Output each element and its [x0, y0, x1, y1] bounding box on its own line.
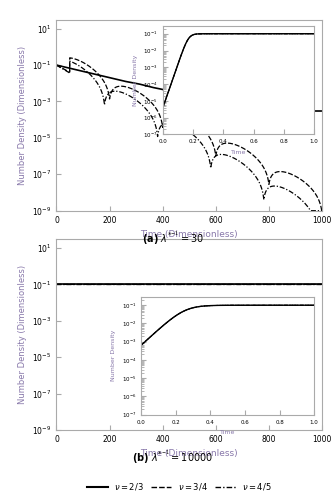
$\nu = 3/4$ — [54, 282, 58, 288]
Legend: $\nu = 2/3$, $\nu = 3/4$, $\nu = 4/5$: $\nu = 2/3$, $\nu = 3/4$, $\nu = 4/5$ — [83, 478, 275, 496]
$\nu = 2/3$ — [54, 281, 58, 287]
$\nu = 4/5$ — [266, 186, 270, 192]
$\nu = 3/4$ — [266, 174, 270, 180]
$\nu = 4/5$ — [266, 282, 270, 288]
$\nu = 2/3$ — [223, 281, 227, 287]
$\nu = 4/5$ — [211, 282, 215, 288]
$\nu = 3/4$ — [320, 208, 324, 214]
$\nu = 2/3$ — [68, 66, 72, 71]
$\nu = 4/5$ — [68, 58, 72, 64]
Y-axis label: Number Density (Dimensionless): Number Density (Dimensionless) — [18, 265, 27, 404]
$\nu = 4/5$ — [68, 58, 72, 64]
$\nu = 2/3$ — [151, 281, 155, 287]
$\nu = 3/4$ — [151, 282, 155, 288]
$\nu = 2/3$ — [151, 84, 155, 90]
$\nu = 2/3$ — [266, 281, 270, 287]
$\nu = 3/4$ — [223, 282, 227, 288]
Line: $\nu = 3/4$: $\nu = 3/4$ — [56, 58, 322, 210]
$\nu = 3/4$ — [320, 208, 324, 214]
$\nu = 2/3$ — [251, 281, 255, 287]
Y-axis label: Number Density (Dimensionless): Number Density (Dimensionless) — [18, 46, 27, 185]
$\nu = 2/3$ — [266, 108, 270, 114]
$\nu = 3/4$ — [211, 143, 215, 149]
$\nu = 3/4$ — [68, 282, 72, 288]
$\nu = 2/3$ — [247, 108, 251, 114]
$\nu = 3/4$ — [251, 282, 255, 288]
$\nu = 4/5$ — [54, 282, 58, 288]
$\nu = 3/4$ — [68, 55, 72, 61]
Line: $\nu = 4/5$: $\nu = 4/5$ — [56, 61, 322, 210]
$\nu = 3/4$ — [54, 62, 58, 68]
$\nu = 4/5$ — [251, 170, 255, 176]
Line: $\nu = 2/3$: $\nu = 2/3$ — [56, 65, 322, 111]
$\nu = 4/5$ — [251, 282, 255, 288]
$\nu = 3/4$ — [151, 101, 155, 107]
$\nu = 4/5$ — [151, 116, 155, 121]
$\nu = 3/4$ — [211, 282, 215, 288]
Text: (b) $\lambda^{*^{-1}} = 10000$: (b) $\lambda^{*^{-1}} = 10000$ — [132, 449, 213, 466]
$\nu = 2/3$ — [320, 281, 324, 287]
$\nu = 2/3$ — [211, 281, 215, 287]
$\nu = 4/5$ — [320, 208, 324, 214]
$\nu = 3/4$ — [223, 140, 227, 146]
$\nu = 2/3$ — [68, 281, 72, 287]
$\nu = 4/5$ — [68, 282, 72, 288]
$\nu = 4/5$ — [320, 282, 324, 288]
$\nu = 3/4$ — [68, 55, 72, 61]
$\nu = 4/5$ — [151, 282, 155, 288]
$\nu = 2/3$ — [211, 100, 215, 105]
$\nu = 4/5$ — [211, 155, 215, 161]
$\nu = 4/5$ — [308, 208, 312, 214]
$\nu = 4/5$ — [54, 62, 58, 68]
$\nu = 2/3$ — [54, 62, 58, 68]
$\nu = 2/3$ — [320, 108, 324, 114]
$\nu = 3/4$ — [251, 152, 255, 158]
X-axis label: Time (Dimensionless): Time (Dimensionless) — [140, 450, 238, 458]
X-axis label: Time (Dimensionless): Time (Dimensionless) — [140, 230, 238, 239]
$\nu = 4/5$ — [223, 282, 227, 288]
$\nu = 3/4$ — [266, 282, 270, 288]
Text: (a) $\lambda^{*^{-1}} = 30$: (a) $\lambda^{*^{-1}} = 30$ — [141, 230, 204, 247]
$\nu = 2/3$ — [251, 108, 255, 114]
$\nu = 2/3$ — [223, 102, 227, 108]
$\nu = 4/5$ — [223, 152, 227, 158]
$\nu = 3/4$ — [320, 282, 324, 288]
